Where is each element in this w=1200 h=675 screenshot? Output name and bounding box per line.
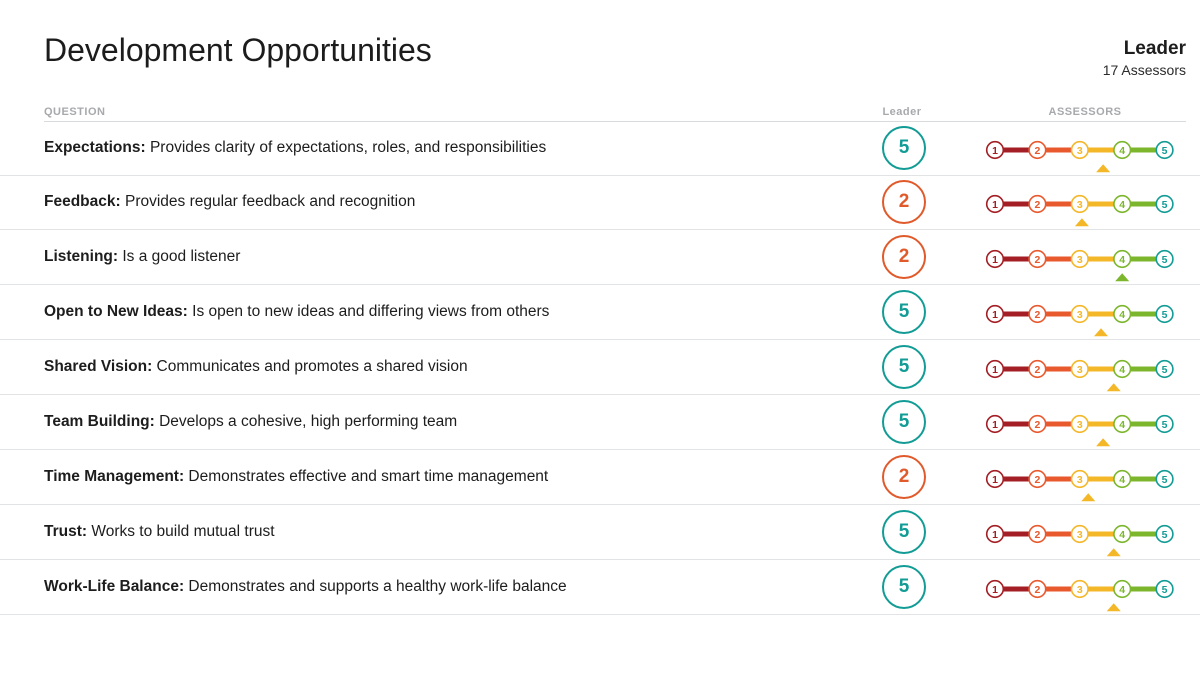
- svg-text:2: 2: [1034, 364, 1040, 376]
- svg-text:2: 2: [1034, 199, 1040, 211]
- svg-text:3: 3: [1077, 145, 1083, 157]
- svg-text:4: 4: [1119, 254, 1125, 266]
- svg-text:5: 5: [1162, 584, 1168, 596]
- svg-text:1: 1: [992, 254, 998, 266]
- svg-text:3: 3: [1077, 254, 1083, 266]
- svg-text:5: 5: [1162, 254, 1168, 266]
- svg-text:3: 3: [1077, 529, 1083, 541]
- svg-text:1: 1: [992, 419, 998, 431]
- svg-text:5: 5: [1162, 474, 1168, 486]
- svg-text:1: 1: [992, 584, 998, 596]
- svg-text:2: 2: [1034, 254, 1040, 266]
- svg-text:4: 4: [1119, 145, 1125, 157]
- svg-text:4: 4: [1119, 474, 1125, 486]
- svg-text:2: 2: [1034, 145, 1040, 157]
- svg-text:1: 1: [992, 309, 998, 321]
- svg-text:2: 2: [1034, 474, 1040, 486]
- svg-text:4: 4: [1119, 419, 1125, 431]
- svg-text:3: 3: [1077, 474, 1083, 486]
- svg-text:3: 3: [1077, 309, 1083, 321]
- svg-text:2: 2: [1034, 529, 1040, 541]
- svg-text:5: 5: [1162, 309, 1168, 321]
- svg-text:4: 4: [1119, 199, 1125, 211]
- svg-text:5: 5: [1162, 145, 1168, 157]
- svg-text:3: 3: [1077, 364, 1083, 376]
- svg-text:4: 4: [1119, 529, 1125, 541]
- svg-text:5: 5: [1162, 364, 1168, 376]
- svg-text:1: 1: [992, 145, 998, 157]
- svg-text:3: 3: [1077, 584, 1083, 596]
- svg-text:3: 3: [1077, 199, 1083, 211]
- svg-text:1: 1: [992, 474, 998, 486]
- svg-text:4: 4: [1119, 584, 1125, 596]
- svg-text:1: 1: [992, 364, 998, 376]
- svg-text:4: 4: [1119, 309, 1125, 321]
- svg-text:4: 4: [1119, 364, 1125, 376]
- svg-text:5: 5: [1162, 199, 1168, 211]
- svg-text:2: 2: [1034, 584, 1040, 596]
- svg-text:1: 1: [992, 199, 998, 211]
- svg-text:5: 5: [1162, 529, 1168, 541]
- svg-text:3: 3: [1077, 419, 1083, 431]
- svg-text:2: 2: [1034, 419, 1040, 431]
- svg-text:1: 1: [992, 529, 998, 541]
- svg-text:2: 2: [1034, 309, 1040, 321]
- svg-text:5: 5: [1162, 419, 1168, 431]
